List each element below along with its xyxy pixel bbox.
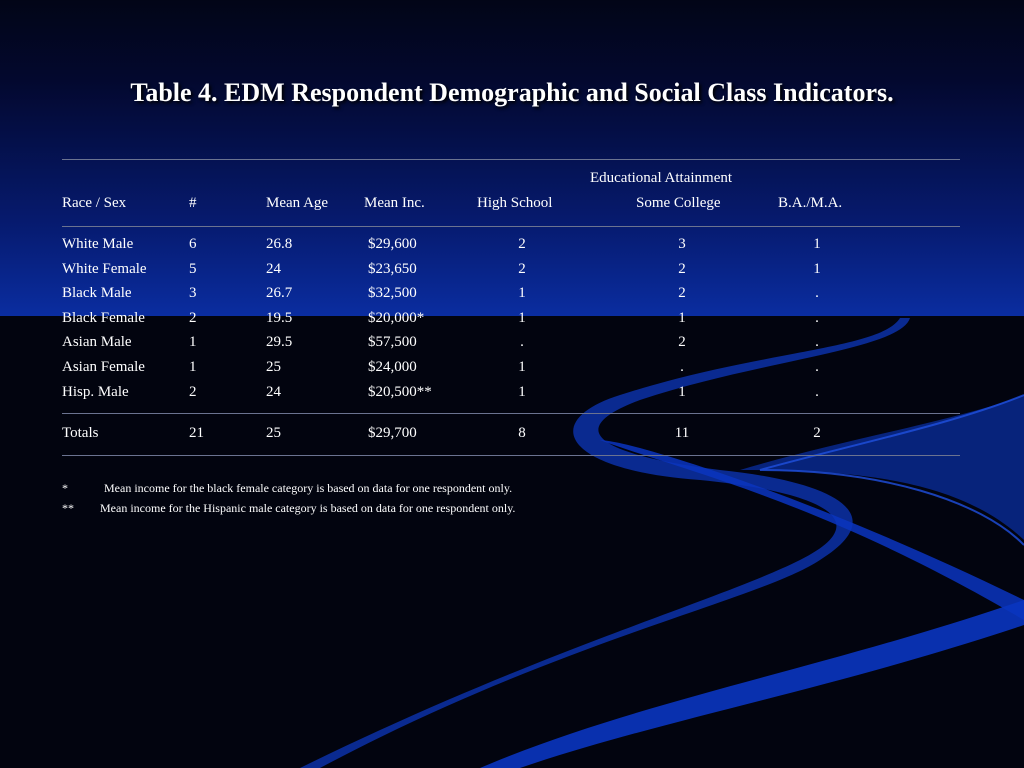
totals-top-rule [62,413,960,414]
cell-ba-ma: . [815,359,819,375]
slide-title: Table 4. EDM Respondent Demographic and … [130,78,894,107]
cell-mean-age: 29.5 [266,334,293,350]
cell-some-college: 3 [678,236,686,252]
cell-count: 5 [189,261,197,277]
footnote-1-marker: * [62,481,68,495]
cell-race-sex: Black Female [62,310,145,326]
table-top-rule [62,159,960,160]
cell-count: 3 [189,285,197,301]
cell-count: 2 [189,384,197,400]
cell-ba-ma: . [815,285,819,301]
cell-mean-income: $20,000* [368,310,425,326]
totals-label: Totals [62,425,99,441]
totals-some-college: 11 [674,425,690,441]
cell-mean-income: $24,000 [368,359,417,375]
cell-mean-age: 26.7 [266,285,293,301]
cell-high-school: 1 [518,359,526,375]
swoosh-highlight [759,394,1024,546]
cell-mean-income: $29,600 [368,236,417,252]
cell-mean-age: 26.8 [266,236,293,252]
totals-ba-ma: 2 [813,425,821,441]
header-count: # [189,195,197,211]
cell-some-college: 2 [678,334,686,350]
background-gradient [0,0,1024,316]
educational-attainment-header: Educational Attainment [589,170,733,186]
footnote-2-marker: ** [62,501,74,515]
totals-mean-income: $29,700 [368,425,417,441]
cell-ba-ma: . [815,334,819,350]
cell-high-school: 1 [518,310,526,326]
totals-count: 21 [189,425,204,441]
cell-mean-income: $32,500 [368,285,417,301]
cell-count: 6 [189,236,197,252]
cell-ba-ma: . [815,310,819,326]
cell-high-school: 2 [518,236,526,252]
cell-high-school: 1 [518,384,526,400]
footnote-1-text: Mean income for the black female categor… [104,481,513,495]
totals-mean-age: 25 [266,425,281,441]
header-bottom-rule [62,226,960,227]
background-lower [0,316,1024,768]
header-race-sex: Race / Sex [62,195,127,211]
cell-race-sex: White Female [62,261,147,277]
swoosh-ribbon-lower [480,600,1024,768]
cell-race-sex: Black Male [62,285,132,301]
cell-high-school: 1 [518,285,526,301]
cell-ba-ma: 1 [813,261,821,277]
cell-count: 1 [189,359,197,375]
cell-mean-age: 24 [266,384,281,400]
header-high-school: High School [477,195,553,211]
cell-race-sex: White Male [62,236,134,252]
cell-mean-income: $57,500 [368,334,417,350]
cell-high-school: 2 [518,261,526,277]
totals-high-school: 8 [518,425,526,441]
footnote-2-text: Mean income for the Hispanic male catego… [100,501,516,515]
cell-some-college: . [680,359,684,375]
cell-some-college: 2 [678,261,686,277]
cell-some-college: 1 [678,310,686,326]
cell-mean-age: 19.5 [266,310,293,326]
cell-race-sex: Hisp. Male [62,384,129,400]
table-bottom-rule [62,455,960,456]
header-mean-age: Mean Age [266,195,329,211]
cell-ba-ma: 1 [813,236,821,252]
cell-ba-ma: . [815,384,819,400]
cell-high-school: . [520,334,524,350]
cell-mean-income: $20,500** [368,384,432,400]
cell-mean-age: 25 [266,359,281,375]
cell-mean-age: 24 [266,261,281,277]
header-some-college: Some College [636,195,721,211]
header-ba-ma: B.A./M.A. [778,195,843,211]
cell-race-sex: Asian Female [62,359,145,375]
swoosh-ribbon-outer [300,318,910,768]
swoosh-ribbon-right [740,395,1024,540]
cell-some-college: 1 [678,384,686,400]
cell-count: 1 [189,334,197,350]
header-mean-income: Mean Inc. [364,195,425,211]
cell-race-sex: Asian Male [62,334,132,350]
cell-some-college: 2 [678,285,686,301]
cell-count: 2 [189,310,197,326]
cell-mean-income: $23,650 [368,261,417,277]
